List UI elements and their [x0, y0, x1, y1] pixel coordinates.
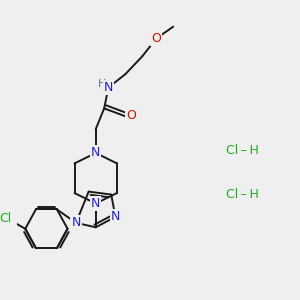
Text: N: N [71, 216, 81, 229]
Text: N: N [91, 146, 100, 160]
Text: N: N [111, 210, 120, 224]
Text: Cl – H: Cl – H [226, 188, 259, 201]
Text: H: H [98, 79, 106, 89]
Text: O: O [152, 32, 161, 45]
Text: Cl: Cl [0, 212, 12, 225]
Text: N: N [104, 81, 113, 94]
Text: O: O [126, 109, 136, 122]
Text: N: N [91, 197, 100, 210]
Text: Cl – H: Cl – H [226, 143, 259, 157]
